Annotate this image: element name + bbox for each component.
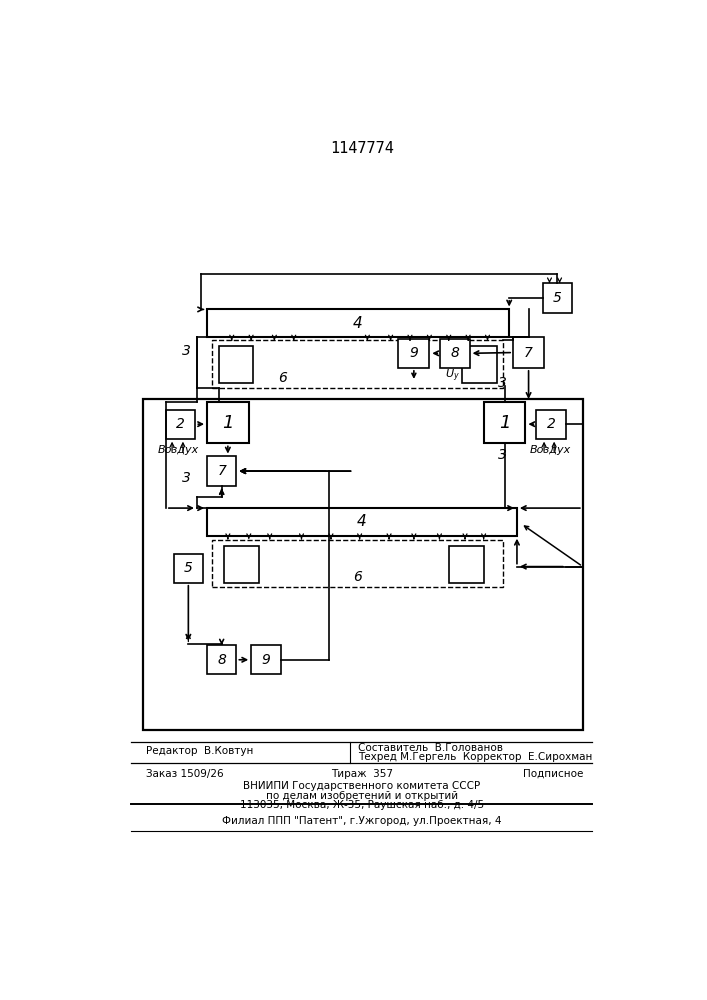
Bar [218, 346, 253, 383]
Bar [513, 337, 544, 368]
Bar [484, 402, 525, 443]
Text: 1: 1 [499, 414, 510, 432]
Text: Редактор  В.Ковтун: Редактор В.Ковтун [146, 746, 254, 756]
Text: Подписное: Подписное [523, 769, 583, 779]
Bar [207, 456, 236, 486]
Bar [207, 645, 236, 674]
Text: 7: 7 [524, 346, 533, 360]
Bar [462, 346, 497, 383]
Bar [166, 410, 195, 439]
Text: 4: 4 [357, 514, 367, 529]
Text: 5: 5 [553, 291, 561, 305]
Text: Заказ 1509/26: Заказ 1509/26 [146, 769, 224, 779]
Bar [440, 339, 469, 368]
Bar [207, 309, 509, 337]
Bar [207, 508, 517, 536]
Text: 7: 7 [217, 464, 226, 478]
Text: Составитель  В.Голованов: Составитель В.Голованов [358, 743, 503, 753]
Text: Воздух: Воздух [530, 445, 571, 455]
Text: Техред М.Гергель  Корректор  Е.Сирохман: Техред М.Гергель Корректор Е.Сирохман [358, 752, 592, 762]
Bar [537, 410, 566, 439]
Text: 1147774: 1147774 [330, 141, 394, 156]
Text: 9: 9 [409, 346, 419, 360]
Text: по делам изобретений и открытий: по делам изобретений и открытий [266, 791, 458, 801]
Bar [212, 540, 503, 587]
Text: 113035, Москва, Ж-35, Раушская наб., д. 4/5: 113035, Москва, Ж-35, Раушская наб., д. … [240, 800, 484, 810]
Text: 8: 8 [450, 346, 460, 360]
Bar [174, 554, 203, 583]
Text: ВНИИПИ Государственного комитета СССР: ВНИИПИ Государственного комитета СССР [243, 781, 481, 791]
Text: 2: 2 [547, 417, 556, 431]
Text: 6: 6 [278, 371, 286, 385]
Text: 3: 3 [498, 448, 507, 462]
Text: Тираж  357: Тираж 357 [331, 769, 393, 779]
Bar [143, 399, 583, 730]
Text: 3: 3 [182, 344, 190, 358]
Text: 1: 1 [222, 414, 233, 432]
Bar [224, 546, 259, 583]
Text: 6: 6 [354, 570, 362, 584]
Text: 2: 2 [176, 417, 185, 431]
Bar [251, 645, 281, 674]
Text: 3: 3 [498, 376, 507, 390]
Bar [398, 339, 429, 368]
Bar [207, 402, 249, 443]
Bar [212, 340, 503, 388]
Bar [449, 546, 484, 583]
Text: 5: 5 [184, 561, 193, 575]
Text: 9: 9 [262, 653, 270, 667]
Bar [542, 283, 572, 312]
Text: 4: 4 [354, 316, 363, 331]
Text: Воздух: Воздух [158, 445, 199, 455]
Text: $U_y$: $U_y$ [445, 367, 460, 384]
Text: 3: 3 [182, 471, 190, 485]
Text: 8: 8 [217, 653, 226, 667]
Text: Филиал ППП "Патент", г.Ужгород, ул.Проектная, 4: Филиал ППП "Патент", г.Ужгород, ул.Проек… [222, 816, 502, 826]
